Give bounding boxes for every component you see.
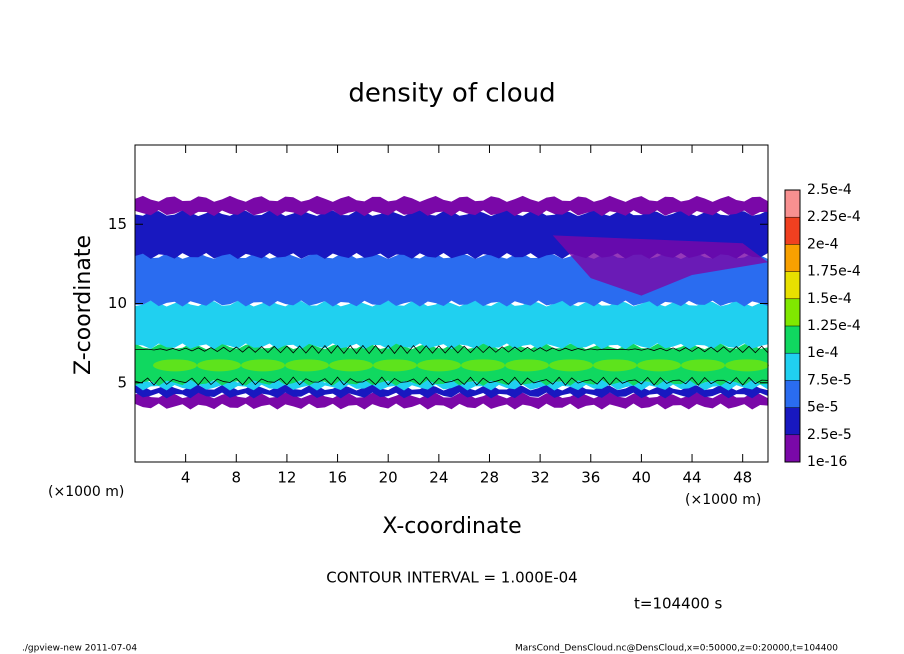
x-unit-label: (×1000 m) xyxy=(48,484,124,500)
x-tick-label: 36 xyxy=(581,469,600,487)
field-patch xyxy=(373,359,417,372)
colorbar-label: 1e-16 xyxy=(807,454,847,470)
x-tick-label: 32 xyxy=(531,469,550,487)
colorbar-label: 1.5e-4 xyxy=(807,291,852,307)
field-patch xyxy=(329,359,373,372)
colorbar-label: 1.25e-4 xyxy=(807,318,861,334)
colorbar-segment xyxy=(785,434,800,462)
field-patch xyxy=(681,359,725,372)
colorbar-segment xyxy=(785,271,800,299)
colorbar-label: 1.75e-4 xyxy=(807,264,861,280)
annotation: t=104400 s xyxy=(634,595,722,613)
x-tick-label: 4 xyxy=(181,469,191,487)
contour-field xyxy=(134,195,769,410)
field-band xyxy=(135,195,768,217)
field-patch xyxy=(153,359,197,372)
x-axis-label: X-coordinate xyxy=(382,514,521,539)
y-tick-label: 15 xyxy=(108,215,127,233)
field-patch xyxy=(637,359,681,372)
footer-text: MarsCond_DensCloud.nc@DensCloud,x=0:5000… xyxy=(515,644,838,654)
x-tick-label: 16 xyxy=(328,469,347,487)
y-tick-label: 10 xyxy=(108,294,127,312)
field-patch xyxy=(241,359,285,372)
x-unit-label: (×1000 m) xyxy=(685,492,761,508)
y-axis-label: Z-coordinate xyxy=(71,235,96,375)
field-patch xyxy=(725,359,769,372)
x-tick-label: 12 xyxy=(277,469,296,487)
colorbar-frame xyxy=(784,189,801,463)
field-patch xyxy=(593,359,637,372)
x-tick-label: 20 xyxy=(379,469,398,487)
colorbar-segment xyxy=(785,353,800,381)
y-tick-label: 5 xyxy=(117,373,127,391)
footer-text: ./gpview-new 2011-07-04 xyxy=(22,644,137,654)
contour-line xyxy=(134,344,769,355)
x-tick-label: 40 xyxy=(632,469,651,487)
field-patch xyxy=(285,359,329,372)
colorbar-label: 2.25e-4 xyxy=(807,209,861,225)
colorbar-segment xyxy=(785,407,800,435)
colorbar-segment xyxy=(785,380,800,408)
x-tick-label: 48 xyxy=(733,469,752,487)
x-tick-label: 28 xyxy=(480,469,499,487)
field-patch xyxy=(461,359,505,372)
chart-title: density of cloud xyxy=(348,79,555,109)
field-patch xyxy=(505,359,549,372)
colorbar-segment xyxy=(785,244,800,272)
colorbar-segment xyxy=(785,217,800,245)
field-patch xyxy=(549,359,593,372)
colorbar-label: 2.5e-4 xyxy=(807,182,852,198)
field-patch xyxy=(552,235,768,296)
colorbar-label: 2.5e-5 xyxy=(807,427,852,443)
field-band xyxy=(135,392,768,410)
colorbar-label: 7.5e-5 xyxy=(807,372,852,388)
colorbar-segment xyxy=(785,298,800,326)
x-tick-label: 8 xyxy=(232,469,242,487)
field-patch xyxy=(197,359,241,372)
annotation: CONTOUR INTERVAL = 1.000E-04 xyxy=(326,569,577,587)
field-band xyxy=(135,384,768,399)
colorbar-label: 5e-5 xyxy=(807,400,838,416)
x-tick-label: 44 xyxy=(682,469,701,487)
field-band xyxy=(135,300,768,350)
colorbar-label: 1e-4 xyxy=(807,345,839,361)
colorbar-segment xyxy=(785,190,800,218)
contour-line xyxy=(134,376,769,386)
x-tick-label: 24 xyxy=(429,469,448,487)
field-patch xyxy=(417,359,461,372)
colorbar-segment xyxy=(785,326,800,354)
colorbar-label: 2e-4 xyxy=(807,236,839,252)
